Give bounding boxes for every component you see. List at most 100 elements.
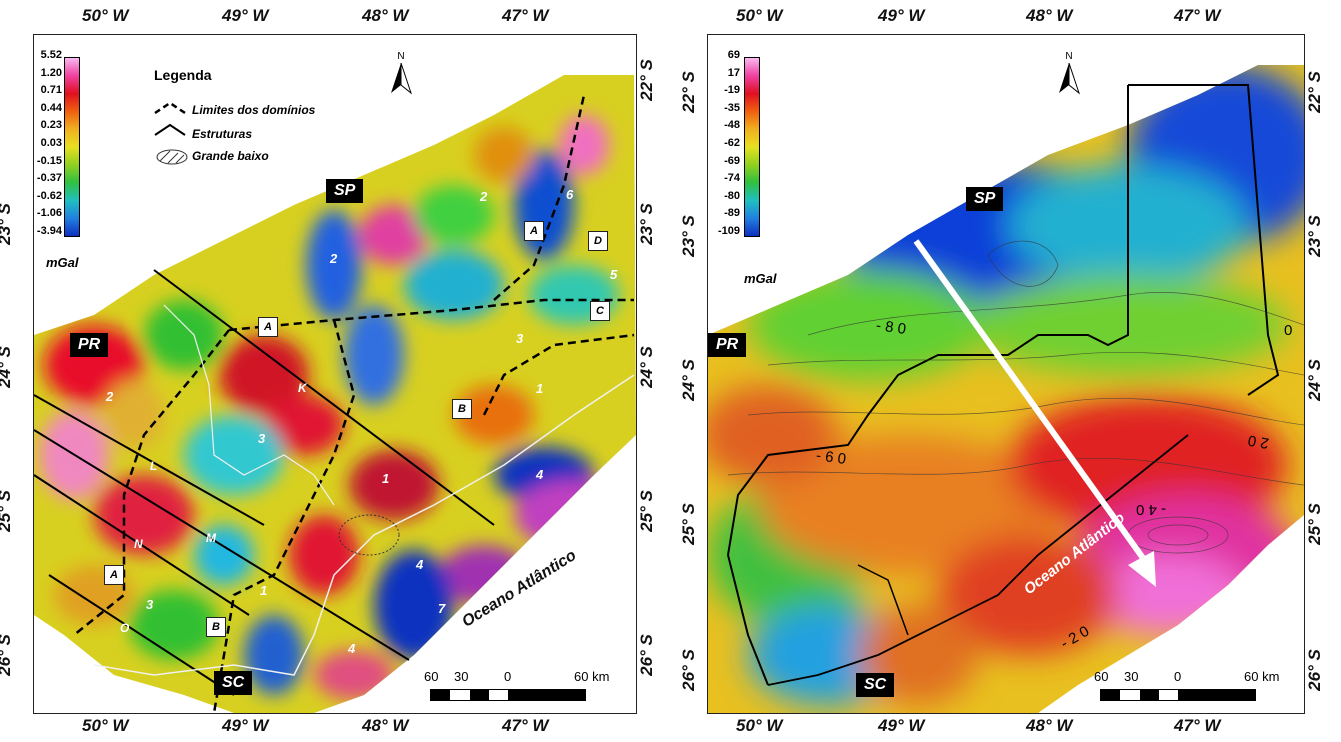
left-top-lon-3: 48° W — [362, 6, 409, 25]
region-number: 7 — [438, 601, 446, 616]
left-scale-left: 60 — [424, 669, 439, 684]
left-lat-2: 24° S — [0, 346, 14, 388]
legend-line-symbol — [154, 123, 186, 136]
right-cb-val-5: -62 — [724, 136, 740, 149]
legend-symbols — [154, 101, 188, 165]
right-left-lat-2: 23° S — [678, 215, 698, 257]
right-map-frame: 69 17 -19 -35 -48 -62 -69 -74 -80 -89 -1… — [707, 34, 1305, 714]
right-cb-val-2: -19 — [724, 84, 740, 97]
left-right-lat-2: 23° S — [636, 203, 656, 245]
right-left-lat-4: 25° S — [678, 503, 698, 545]
region-number: 3 — [146, 597, 154, 612]
legend-dashed-symbol — [154, 101, 186, 115]
right-state-label-pr: PR — [708, 333, 747, 357]
right-scale-left: 60 — [1094, 669, 1109, 684]
left-bottom-lon-4: 47° W — [502, 716, 549, 735]
right-left-lat-3: 24° S — [678, 359, 698, 401]
right-bottom-lon-3: 48° W — [1026, 716, 1073, 735]
right-cb-val-9: -89 — [724, 207, 740, 220]
lineament-o: O — [120, 621, 130, 635]
right-top-lon-1: 50° W — [736, 6, 783, 25]
left-right-lat-4: 25° S — [636, 490, 656, 532]
right-north-arrow: N — [1059, 51, 1081, 95]
left-top-lon-2: 49° W — [222, 6, 269, 25]
right-colorbar — [744, 57, 760, 237]
right-left-lat-1: 22° S — [678, 71, 698, 113]
state-label-sp: SP — [326, 179, 364, 203]
left-scale-bar — [430, 689, 586, 701]
right-colorbar-unit: mGal — [744, 271, 777, 286]
left-right-lat-1: 22° S — [636, 59, 656, 101]
left-cb-val-10: -3.94 — [36, 224, 62, 237]
left-north-arrow: N — [391, 51, 413, 95]
region-number: 1 — [260, 583, 268, 598]
region-number: 2 — [480, 189, 488, 204]
right-cb-val-1: 17 — [727, 66, 740, 79]
region-number: 4 — [536, 467, 544, 482]
left-cb-val-1: 1.20 — [40, 66, 62, 79]
right-cb-val-3: -35 — [724, 101, 740, 114]
left-cb-val-5: 0.03 — [40, 136, 62, 149]
left-cb-val-9: -1.06 — [36, 207, 62, 220]
region-number: 5 — [610, 267, 618, 282]
right-gravity-map — [708, 65, 1304, 713]
legend-item-1: Limites dos domínios — [192, 103, 316, 117]
left-cb-val-4: 0.23 — [40, 119, 62, 132]
left-top-lon-4: 47° W — [502, 6, 549, 25]
right-cb-val-4: -48 — [724, 119, 740, 132]
legend-title: Legenda — [154, 67, 212, 83]
right-state-label-sc: SC — [856, 673, 895, 697]
contour-label-20: 2 0 — [1246, 431, 1271, 452]
left-gravity-map — [34, 75, 636, 713]
right-right-lat-1: 22° S — [1304, 71, 1324, 113]
left-scale-right: 60 km — [574, 669, 610, 684]
left-colorbar-labels: 5.52 1.20 0.71 0.44 0.23 0.03 -0.15 -0.3… — [34, 49, 62, 244]
region-number: 3 — [516, 331, 524, 346]
left-cb-val-7: -0.37 — [36, 172, 62, 185]
left-scale-zero: 0 — [504, 669, 512, 684]
right-right-lat-2: 23° S — [1304, 215, 1324, 257]
domain-letter-a-left: A — [104, 565, 124, 585]
right-top-lon-3: 48° W — [1026, 6, 1073, 25]
right-cb-val-8: -80 — [724, 189, 740, 202]
region-number: 3 — [258, 431, 266, 446]
right-bottom-lon-1: 50° W — [736, 716, 783, 735]
left-right-lat-5: 26° S — [636, 634, 656, 676]
region-number: 6 — [566, 187, 574, 202]
left-scale-mid: 30 — [454, 669, 469, 684]
left-map-panel: 50° W 49° W 48° W 47° W 50° W 49° W 48° … — [0, 0, 670, 742]
left-north-label: N — [397, 51, 404, 62]
domain-letter-b-left: B — [206, 617, 226, 637]
right-cb-val-7: -74 — [724, 172, 740, 185]
lineament-k: K — [298, 381, 307, 395]
legend-hatch-symbol — [156, 149, 188, 165]
legend-item-3: Grande baixo — [192, 149, 269, 163]
left-top-lon-1: 50° W — [82, 6, 129, 25]
left-cb-val-8: -0.62 — [36, 189, 62, 202]
right-colorbar-labels: 69 17 -19 -35 -48 -62 -69 -74 -80 -89 -1… — [708, 49, 740, 244]
domain-letter-d: D — [588, 231, 608, 251]
left-bottom-lon-1: 50° W — [82, 716, 129, 735]
left-cb-val-6: -0.15 — [36, 154, 62, 167]
domain-letter-a-top: A — [524, 221, 544, 241]
right-cb-val-6: -69 — [724, 154, 740, 167]
left-bottom-lon-2: 49° W — [222, 716, 269, 735]
contour-label-zero: 0 — [1284, 321, 1293, 338]
right-bottom-lon-2: 49° W — [878, 716, 925, 735]
right-bottom-lon-4: 47° W — [1174, 716, 1221, 735]
right-cb-val-0: 69 — [727, 49, 740, 61]
right-scale-mid: 30 — [1124, 669, 1139, 684]
lineament-l: L — [150, 459, 158, 473]
left-lat-4: 26° S — [0, 634, 14, 676]
domain-letter-b-top: B — [452, 399, 472, 419]
state-label-pr: PR — [70, 333, 109, 357]
left-map-frame: 5.52 1.20 0.71 0.44 0.23 0.03 -0.15 -0.3… — [33, 34, 637, 714]
lineament-n: N — [134, 537, 143, 551]
lineament-m: M — [206, 531, 216, 545]
contour-label-minus-40: - 4 0 — [1136, 501, 1167, 518]
left-cb-val-0: 5.52 — [40, 49, 62, 61]
region-number: 4 — [416, 557, 424, 572]
region-number: 2 — [330, 251, 338, 266]
right-top-lon-4: 47° W — [1174, 6, 1221, 25]
legend-item-2: Estruturas — [192, 127, 253, 141]
